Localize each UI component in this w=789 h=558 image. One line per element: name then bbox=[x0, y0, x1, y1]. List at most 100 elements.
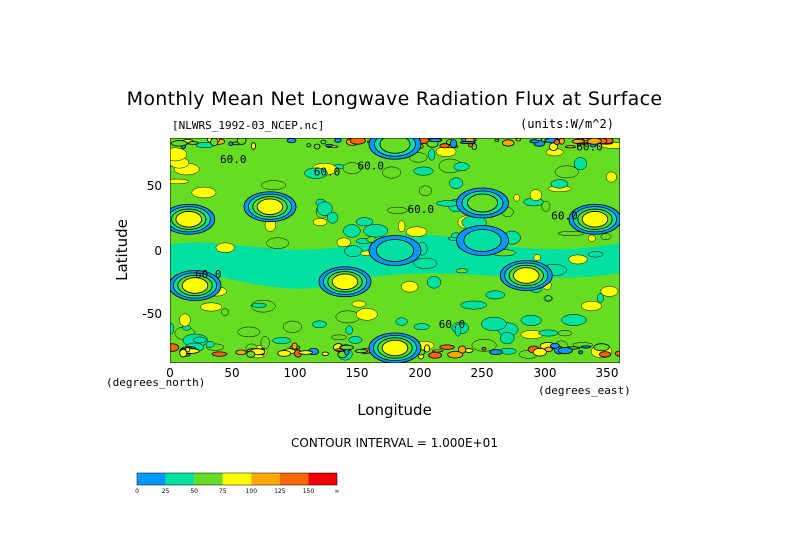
polar-patch bbox=[354, 348, 368, 354]
contour-patch bbox=[191, 186, 217, 199]
contour-patch bbox=[382, 166, 402, 179]
polar-patch bbox=[494, 138, 500, 142]
contour-patch bbox=[311, 320, 328, 329]
polar-patch bbox=[459, 141, 476, 144]
contour-patch bbox=[326, 211, 339, 224]
contour-interval-label: CONTOUR INTERVAL = 1.000E+01 bbox=[291, 436, 498, 450]
contour-patch bbox=[568, 254, 588, 265]
contour-patch bbox=[520, 314, 542, 326]
colorbar-label: 0 bbox=[135, 488, 139, 495]
contour-patch bbox=[541, 200, 551, 212]
contour-patch bbox=[605, 171, 617, 183]
colorbar-frame bbox=[136, 472, 338, 486]
file-label: [NLWRS_1992-03_NCEP.nc] bbox=[172, 119, 325, 132]
contour-patch bbox=[356, 308, 378, 321]
contour-patch bbox=[550, 179, 569, 189]
contour-patch bbox=[351, 300, 367, 308]
contour-ring bbox=[379, 138, 411, 154]
polar-patch bbox=[250, 142, 256, 150]
contour-patch bbox=[587, 234, 596, 242]
contour-patch bbox=[312, 218, 328, 227]
y-tick-label: 50 bbox=[146, 179, 162, 193]
contour-patch bbox=[405, 226, 428, 237]
contour-patch bbox=[538, 329, 559, 337]
polar-patch bbox=[502, 139, 515, 147]
polar-patch bbox=[291, 342, 298, 350]
contour-ring bbox=[381, 339, 409, 357]
contour-patch bbox=[557, 231, 585, 236]
y-tick-label: -50 bbox=[142, 307, 162, 321]
contour-label: 60.0 bbox=[551, 209, 578, 222]
contour-patch bbox=[331, 334, 347, 341]
x-tick-label: 150 bbox=[345, 366, 369, 380]
contour-label: 60.0 bbox=[358, 159, 385, 172]
contour-patch bbox=[170, 147, 187, 162]
contour-patch bbox=[413, 257, 438, 269]
contour-patch bbox=[460, 300, 487, 310]
contour-patch bbox=[554, 165, 579, 179]
polar-patch bbox=[578, 350, 584, 355]
contour-patch bbox=[485, 290, 506, 300]
polar-patch bbox=[428, 351, 443, 359]
contour-patch bbox=[455, 268, 468, 274]
contour-label: 60.0 bbox=[576, 141, 603, 154]
contour-patch bbox=[200, 302, 222, 312]
polar-patch bbox=[286, 138, 297, 144]
polar-patch bbox=[449, 139, 458, 148]
colorbar-swatch bbox=[137, 473, 166, 485]
polar-patch bbox=[170, 140, 188, 147]
contour-patch bbox=[573, 157, 588, 171]
polar-patch bbox=[185, 347, 191, 353]
contour-ring bbox=[513, 267, 540, 284]
polar-patch bbox=[564, 145, 576, 149]
polar-patch bbox=[439, 143, 450, 149]
contour-patch bbox=[366, 236, 377, 243]
polar-patch bbox=[339, 344, 354, 351]
colorbar-label: ∞ bbox=[334, 488, 340, 495]
contour-patch bbox=[261, 180, 287, 190]
polar-patch bbox=[235, 349, 247, 356]
contour-patch bbox=[600, 233, 612, 240]
contour-patch bbox=[449, 177, 464, 189]
contour-patch bbox=[205, 340, 215, 348]
polar-patch bbox=[320, 139, 327, 145]
polar-patch bbox=[325, 143, 333, 148]
polar-patch bbox=[424, 344, 430, 353]
contour-ring bbox=[181, 277, 209, 294]
x-axis-label: Longitude bbox=[357, 401, 432, 419]
polar-patch bbox=[298, 350, 313, 355]
polar-patch bbox=[557, 347, 573, 355]
contour-patch bbox=[344, 245, 363, 258]
contour-patch bbox=[348, 336, 363, 344]
contour-label: 60.0 bbox=[195, 268, 222, 281]
polar-patch bbox=[439, 344, 455, 350]
polar-patch bbox=[313, 143, 321, 150]
contour-label: 60.0 bbox=[220, 153, 247, 166]
x-tick-label: 200 bbox=[408, 366, 432, 380]
polar-patch bbox=[236, 138, 247, 145]
polar-patch bbox=[529, 139, 539, 144]
contour-ring bbox=[581, 211, 609, 228]
contour-patch bbox=[454, 323, 462, 337]
contour-patch bbox=[596, 293, 605, 303]
contour-patch bbox=[395, 317, 408, 326]
contour-patch bbox=[272, 337, 292, 344]
colorbar-label: 150 bbox=[302, 488, 315, 495]
contour-patch bbox=[215, 242, 235, 253]
contour-patch bbox=[401, 281, 419, 293]
colorbar-label: 50 bbox=[190, 488, 198, 495]
contour-patch bbox=[561, 314, 587, 326]
colorbar-swatch bbox=[194, 473, 223, 485]
contour-patch bbox=[499, 331, 515, 345]
polar-patch bbox=[614, 350, 620, 357]
polar-patch bbox=[431, 349, 444, 353]
contour-patch bbox=[413, 166, 434, 176]
contour-patch bbox=[533, 254, 541, 261]
contour-ring bbox=[331, 273, 359, 290]
contour-patch bbox=[581, 300, 602, 312]
polar-patch bbox=[532, 347, 547, 357]
contour-patch bbox=[237, 326, 261, 338]
x-tick-label: 50 bbox=[224, 366, 240, 380]
contour-ring bbox=[175, 211, 202, 228]
contour-patch bbox=[363, 224, 389, 238]
